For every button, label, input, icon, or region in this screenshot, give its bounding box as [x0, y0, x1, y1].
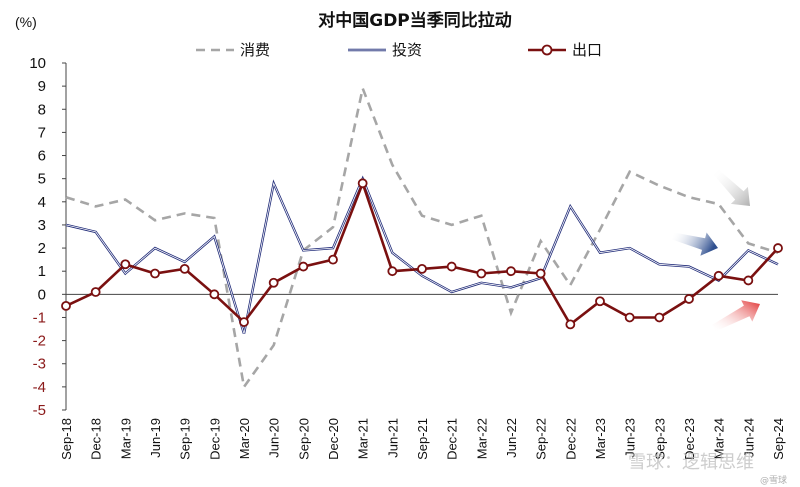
x-tick-label: Sep-20 [296, 418, 311, 460]
y-tick-label: 3 [38, 217, 46, 234]
x-tick-label: Mar-23 [593, 418, 608, 459]
data-point [417, 263, 427, 274]
arrow-down-icon [672, 232, 718, 256]
legend-item: 投资 [348, 41, 422, 59]
data-point [298, 261, 309, 272]
legend-label: 消费 [240, 41, 270, 59]
annotation-arrows [672, 169, 760, 332]
x-tick-label: Dec-20 [326, 418, 341, 460]
arrow-down-icon [713, 169, 750, 206]
y-tick-label: 8 [38, 101, 46, 118]
x-tick-label: Jun-19 [148, 418, 163, 458]
data-point [61, 300, 71, 311]
arrow-up-icon [712, 300, 760, 332]
series-layer [61, 83, 783, 391]
x-tick-label: Sep-18 [59, 418, 74, 460]
x-tick-label: Jun-22 [504, 418, 519, 458]
y-axis-unit: (%) [15, 14, 37, 30]
y-tick-label: 10 [29, 55, 46, 72]
data-point [357, 178, 368, 189]
data-point [684, 294, 694, 304]
data-point [476, 268, 487, 279]
x-tick-labels: Sep-18 Dec-18 Mar-19 Jun-19 Sep-19 Dec-19 Mar-… [59, 418, 786, 460]
x-tick-label: Sep-22 [534, 418, 549, 460]
watermark-text: 雪球：逻辑思维 [628, 452, 754, 473]
x-tick-label: Mar-20 [237, 418, 252, 459]
y-tick-label: -5 [33, 402, 46, 419]
data-point [535, 268, 546, 279]
chart-title: 对中国GDP当季同比拉动 [318, 10, 512, 31]
x-tick-label: Sep-19 [178, 418, 193, 460]
data-point [624, 312, 635, 323]
y-tick-label: 7 [38, 124, 46, 141]
data-point [565, 319, 576, 330]
data-point [713, 270, 724, 281]
x-tick-label: Jun-20 [267, 418, 282, 458]
data-point [773, 243, 783, 253]
y-tick-label: 6 [38, 148, 46, 165]
x-tick-label: Mar-19 [118, 418, 133, 459]
x-tick-label: Dec-18 [89, 418, 104, 460]
data-point [209, 289, 220, 300]
x-tick-label: Dec-23 [682, 418, 697, 460]
data-point [595, 296, 605, 307]
x-tick-label: Mar-21 [356, 418, 371, 459]
data-point [446, 261, 457, 272]
y-tick-label: 9 [38, 78, 46, 95]
series-3 [61, 178, 783, 330]
data-point [743, 275, 754, 286]
axes [62, 62, 778, 411]
x-tick-label: Sep-23 [652, 418, 667, 460]
series-2 [65, 175, 779, 335]
y-tick-label: -3 [33, 356, 46, 373]
x-tick-label: Dec-19 [207, 418, 222, 460]
y-tick-label: -4 [33, 379, 46, 396]
data-point [268, 277, 279, 288]
y-tick-label: -2 [33, 333, 46, 350]
x-tick-label: Mar-24 [712, 418, 727, 459]
legend-marker [541, 44, 553, 56]
x-tick-label: Jun-23 [623, 418, 638, 458]
y-tick-label: 0 [38, 286, 46, 303]
series-line [65, 179, 779, 327]
data-point [239, 317, 249, 327]
y-tick-label: 4 [38, 194, 46, 211]
x-tick-label: Dec-22 [563, 418, 578, 460]
x-tick-label: Mar-22 [474, 418, 489, 459]
y-tick-label: -1 [33, 309, 46, 326]
legend-label: 出口 [572, 41, 602, 59]
data-point [387, 266, 398, 277]
legend-item: 消费 [196, 41, 270, 59]
series-line [65, 83, 779, 391]
data-point [654, 312, 665, 323]
data-point [150, 268, 160, 279]
watermark: 雪球：逻辑思维 @雪球 [628, 452, 787, 486]
data-point [328, 254, 338, 265]
x-tick-label: Jun-21 [385, 418, 400, 458]
x-tick-label: Sep-21 [415, 418, 430, 460]
legend: 消费 投资 出口 [196, 41, 602, 59]
legend-label: 投资 [392, 41, 422, 59]
y-tick-label: 1 [38, 263, 46, 280]
y-tick-label: 5 [38, 171, 46, 188]
x-tick-label: Jun-24 [741, 418, 756, 458]
y-tick-label: 2 [38, 240, 46, 257]
x-tick-label: Sep-24 [771, 418, 786, 460]
data-point [120, 259, 131, 270]
x-tick-label: Dec-21 [445, 418, 460, 460]
series-line-inner [65, 177, 779, 334]
watermark-subtext: @雪球 [760, 474, 787, 486]
series-1 [65, 83, 779, 391]
data-point [506, 266, 516, 277]
legend-item: 出口 [528, 41, 602, 59]
data-point [90, 287, 101, 297]
data-point [179, 263, 190, 274]
